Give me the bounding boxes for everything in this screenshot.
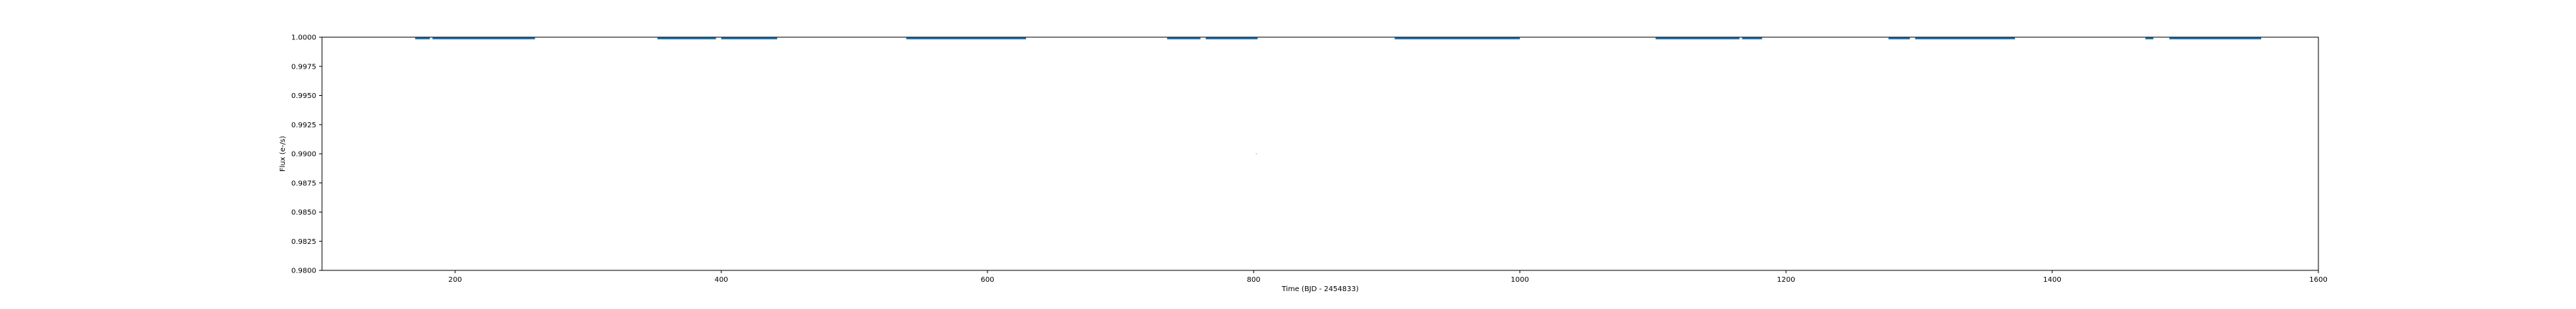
- y-tick-label: 0.9925: [291, 122, 316, 129]
- data-segment: [415, 37, 430, 39]
- data-segment: [432, 37, 535, 39]
- data-layer: [415, 37, 2262, 154]
- y-axis: 0.9800 0.9825 0.9850 0.9875 0.9900 0.9925 0.99…: [291, 34, 322, 275]
- x-axis-label: Time (BJD - 2454833): [1281, 285, 1359, 293]
- y-axis-label: Flux (e-/s): [279, 136, 287, 172]
- y-tick-label: 0.9800: [291, 268, 316, 275]
- data-segment: [657, 37, 716, 39]
- data-segment: [1742, 37, 1762, 39]
- y-tick-label: 0.9825: [291, 238, 316, 246]
- x-tick-label: 800: [1246, 276, 1260, 284]
- data-segment: [1915, 37, 2015, 39]
- data-segment: [721, 37, 778, 39]
- x-axis: 200 400 600 800 1000 1200 1400 1600: [448, 270, 2328, 284]
- y-tick-label: 0.9975: [291, 63, 316, 71]
- x-tick-label: 1600: [2309, 276, 2327, 284]
- data-point: [1255, 153, 1257, 154]
- y-tick-label: 0.9850: [291, 209, 316, 217]
- x-tick-label: 1000: [1511, 276, 1528, 284]
- x-tick-label: 1200: [1777, 276, 1795, 284]
- x-tick-label: 600: [980, 276, 994, 284]
- y-tick-label: 0.9875: [291, 180, 316, 187]
- data-segment: [1167, 37, 1201, 39]
- data-segment: [1395, 37, 1520, 39]
- data-segment: [2145, 37, 2154, 39]
- data-segment: [1655, 37, 1740, 39]
- data-segment: [1888, 37, 1910, 39]
- data-segment: [906, 37, 1026, 39]
- x-tick-label: 200: [448, 276, 462, 284]
- data-segment: [2169, 37, 2262, 39]
- y-tick-label: 0.9900: [291, 151, 316, 159]
- x-tick-label: 400: [714, 276, 728, 284]
- y-tick-label: 1.0000: [291, 34, 316, 42]
- y-tick-label: 0.9950: [291, 92, 316, 100]
- x-tick-label: 1400: [2043, 276, 2061, 284]
- data-segment: [1206, 37, 1258, 39]
